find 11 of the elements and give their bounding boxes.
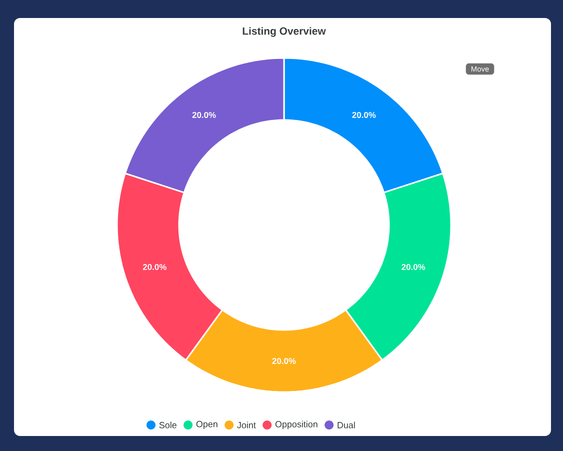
data-label: 20.0% (402, 264, 426, 270)
legend-label: Open (196, 420, 218, 430)
legend-label: Sole (159, 422, 176, 428)
legend-label: Opposition (275, 420, 318, 430)
chart-title: Listing Overview (242, 27, 326, 37)
data-label: 20.0% (272, 358, 296, 364)
data-label: 20.0% (352, 112, 376, 118)
data-label: 20.0% (142, 264, 166, 270)
legend-label: Dual (338, 422, 355, 428)
legend-label: Joint (237, 422, 256, 428)
data-label: 20.0% (192, 112, 216, 118)
